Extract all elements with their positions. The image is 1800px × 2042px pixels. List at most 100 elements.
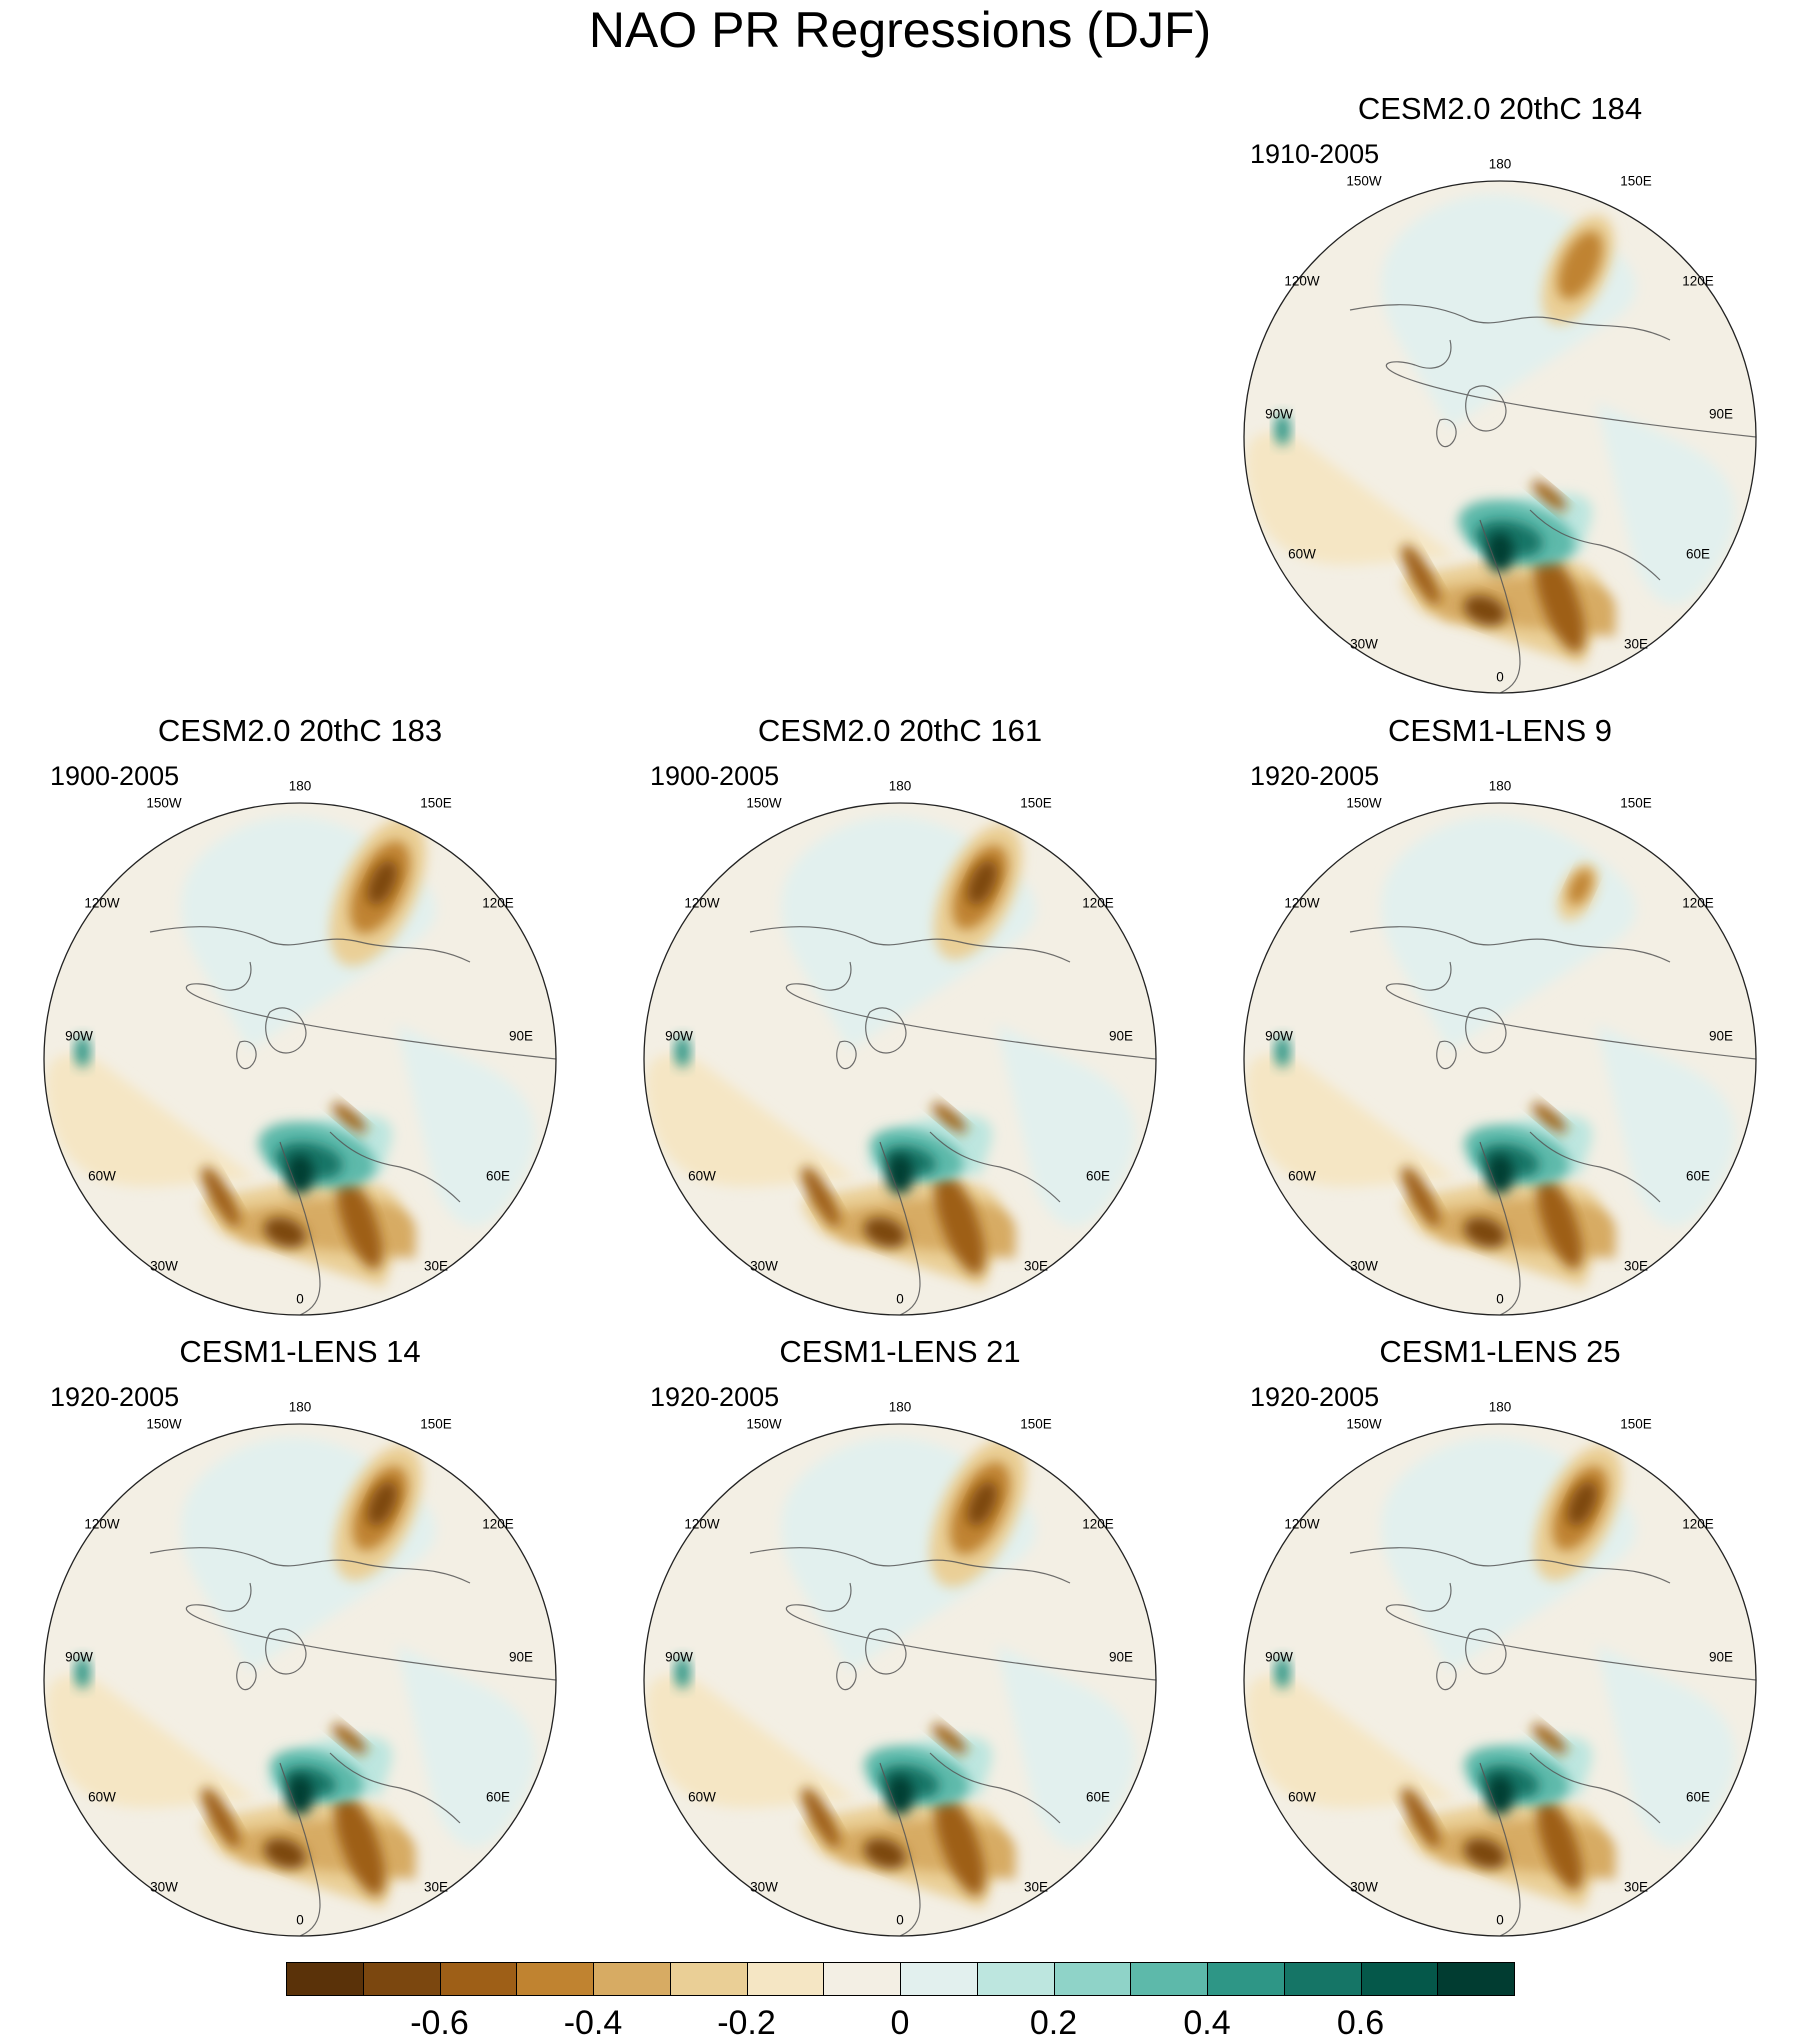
longitude-label: 30E [424, 1880, 448, 1895]
longitude-label: 0 [896, 1292, 904, 1307]
longitude-label: 150W [146, 796, 182, 811]
colorbar-tick-label: -0.6 [410, 2004, 469, 2042]
panel-title: CESM2.0 20thC 183 [157, 713, 443, 748]
longitude-label: 30W [750, 1880, 778, 1895]
longitude-label: 90W [65, 1029, 93, 1044]
longitude-label: 120W [1284, 1517, 1320, 1532]
longitude-label: 150E [1620, 796, 1652, 811]
regression-map: 180 150E 120E 90E 60E 30E 0 30W 60W 90W 120W 150W [643, 779, 1157, 1316]
panel-title: CESM1-LENS 21 [779, 1334, 1021, 1369]
panel-period: 1910-2005 [1250, 139, 1380, 169]
longitude-label: 120W [1284, 896, 1320, 911]
panel-period: 1920-2005 [1250, 761, 1380, 791]
colorbar-tick-label: 0 [890, 2004, 910, 2042]
colorbar [286, 1962, 1515, 1998]
longitude-label: 120E [1682, 274, 1714, 289]
figure-title: NAO PR Regressions (DJF) [588, 2, 1212, 58]
longitude-label: 90E [1709, 407, 1733, 422]
longitude-label: 90E [1109, 1029, 1133, 1044]
longitude-label: 30W [1350, 637, 1378, 652]
panel-period: 1920-2005 [1250, 1382, 1380, 1412]
panel-period: 1900-2005 [50, 761, 180, 791]
regression-map: 180 150E 120E 90E 60E 30E 0 30W 60W 90W 120W 150W [643, 1400, 1157, 1937]
colorbar-swatch [593, 1962, 671, 1996]
panel-period: 1920-2005 [650, 1382, 780, 1412]
map-panel-lens-14: 180 150E 120E 90E 60E 30E 0 30W 60W 90W 120W 150W C… [0, 1333, 600, 1953]
regression-map: 180 150E 120E 90E 60E 30E 0 30W 60W 90W 120W 150W [1243, 1400, 1757, 1937]
longitude-label: 90E [1709, 1650, 1733, 1665]
longitude-label: 90W [1265, 1650, 1293, 1665]
longitude-label: 30E [1024, 1880, 1048, 1895]
longitude-label: 150W [746, 1417, 782, 1432]
longitude-label: 60E [1686, 1790, 1710, 1805]
map-panel-lens-9: 180 150E 120E 90E 60E 30E 0 30W 60W 90W 120W 150W C… [1200, 712, 1800, 1332]
colorbar-swatch [362, 1962, 441, 1996]
longitude-label: 120E [1682, 1517, 1714, 1532]
longitude-label: 180 [889, 779, 912, 794]
panel-period: 1920-2005 [50, 1382, 180, 1412]
longitude-label: 60E [486, 1790, 510, 1805]
longitude-label: 60W [1288, 1790, 1316, 1805]
longitude-label: 150W [1346, 174, 1382, 189]
longitude-label: 90E [509, 1029, 533, 1044]
panel-title: CESM2.0 20thC 161 [757, 713, 1043, 748]
colorbar-swatch [1283, 1962, 1362, 1996]
longitude-label: 0 [1496, 670, 1504, 685]
regression-map: 180 150E 120E 90E 60E 30E 0 30W 60W 90W 120W 150W [43, 779, 557, 1316]
longitude-label: 150E [420, 1417, 452, 1432]
longitude-label: 90E [509, 1650, 533, 1665]
longitude-label: 150E [1620, 174, 1652, 189]
longitude-label: 60E [1086, 1169, 1110, 1184]
colorbar-swatch [976, 1962, 1055, 1996]
longitude-label: 60W [1288, 547, 1316, 562]
longitude-label: 150W [1346, 1417, 1382, 1432]
longitude-label: 60W [688, 1790, 716, 1805]
longitude-label: 30E [1624, 1259, 1648, 1274]
longitude-label: 30W [150, 1259, 178, 1274]
regression-map: 180 150E 120E 90E 60E 30E 0 30W 60W 90W 120W 150W [1243, 779, 1757, 1316]
longitude-label: 150E [1020, 796, 1052, 811]
panel-period: 1900-2005 [650, 761, 780, 791]
panel-title: CESM1-LENS 25 [1379, 1334, 1621, 1369]
longitude-label: 60E [1686, 547, 1710, 562]
panel-title: CESM1-LENS 14 [179, 1334, 421, 1369]
longitude-label: 120E [482, 1517, 514, 1532]
longitude-label: 150E [1020, 1417, 1052, 1432]
colorbar-swatch [439, 1962, 518, 1996]
longitude-label: 120W [84, 896, 120, 911]
longitude-label: 120E [1082, 896, 1114, 911]
longitude-label: 30E [1024, 1259, 1048, 1274]
map-panel-cesm2-183: 180 150E 120E 90E 60E 30E 0 30W 60W 90W 120W 150W C… [0, 712, 600, 1332]
longitude-label: 30W [750, 1259, 778, 1274]
longitude-label: 0 [896, 1913, 904, 1928]
longitude-label: 150W [146, 1417, 182, 1432]
longitude-label: 60E [1086, 1790, 1110, 1805]
map-panel-cesm2-161: 180 150E 120E 90E 60E 30E 0 30W 60W 90W 120W 150W C… [600, 712, 1200, 1332]
longitude-label: 180 [1489, 779, 1512, 794]
map-panel-lens-21: 180 150E 120E 90E 60E 30E 0 30W 60W 90W 120W 150W C… [600, 1333, 1200, 1953]
longitude-label: 120W [684, 896, 720, 911]
longitude-label: 150E [420, 796, 452, 811]
longitude-label: 180 [1489, 1400, 1512, 1415]
map-panel-cesm2-184: 180 150E 120E 90E 60E 30E 0 30W 60W 90W 120W 150W C… [1200, 90, 1800, 710]
colorbar-swatch [823, 1962, 901, 1996]
longitude-label: 90W [65, 1650, 93, 1665]
longitude-label: 30W [150, 1880, 178, 1895]
longitude-label: 120E [1082, 1517, 1114, 1532]
colorbar-swatch [1437, 1962, 1515, 1996]
colorbar-tick-label: 0.6 [1336, 2004, 1385, 2042]
regression-map: 180 150E 120E 90E 60E 30E 0 30W 60W 90W 120W 150W [43, 1400, 557, 1937]
panel-title: CESM2.0 20thC 184 [1357, 91, 1643, 126]
longitude-label: 180 [289, 779, 312, 794]
longitude-label: 30E [1624, 1880, 1648, 1895]
longitude-label: 60W [688, 1169, 716, 1184]
regression-map: 180 150E 120E 90E 60E 30E 0 30W 60W 90W 120W 150W [1243, 157, 1757, 694]
colorbar-swatch [1207, 1962, 1285, 1996]
colorbar-tick-label: 0.4 [1183, 2004, 1231, 2042]
colorbar-swatch [900, 1962, 978, 1996]
longitude-label: 150E [1620, 1417, 1652, 1432]
longitude-label: 0 [296, 1292, 304, 1307]
longitude-label: 180 [889, 1400, 912, 1415]
longitude-label: 60E [486, 1169, 510, 1184]
longitude-label: 30E [1624, 637, 1648, 652]
